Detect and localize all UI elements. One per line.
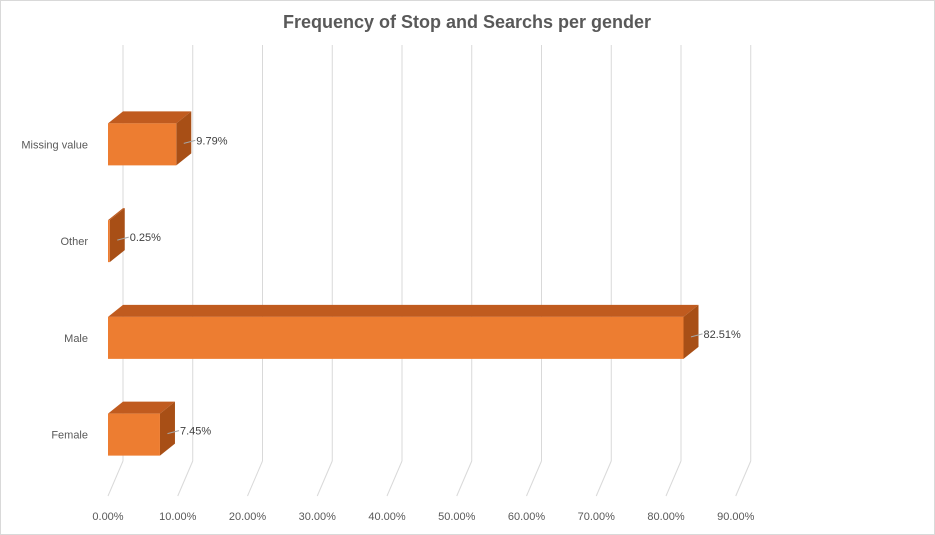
x-tick-label: 40.00%: [368, 511, 406, 523]
category-labels: Female Male Other Missing value: [21, 139, 88, 441]
floor-gridline: [526, 460, 542, 497]
bars: [108, 111, 699, 456]
chart-title: Frequency of Stop and Searchs per gender: [283, 12, 651, 32]
category-label: Female: [51, 430, 88, 442]
data-label: 7.45%: [180, 426, 211, 438]
x-tick-label: 30.00%: [299, 511, 337, 523]
bar-front-face: [108, 220, 110, 263]
floor-gridline: [177, 460, 194, 497]
floor-gridline: [386, 460, 403, 497]
bar-male: [108, 304, 699, 359]
bar-top-face: [108, 111, 192, 124]
x-tick-label: 90.00%: [717, 511, 755, 523]
bar-missing-value: [108, 111, 192, 166]
floor-gridline: [665, 460, 682, 497]
x-tick-label: 50.00%: [438, 511, 476, 523]
bar-front-face: [108, 413, 160, 456]
data-label-leader: [117, 236, 129, 241]
bar-top-face: [108, 401, 175, 414]
floor-gridline: [456, 460, 473, 497]
data-label: 9.79%: [196, 135, 227, 147]
floor-gridline: [247, 460, 263, 497]
x-axis-ticks: 0.00% 10.00% 20.00% 30.00% 40.00% 50.00% 60.00…: [92, 511, 754, 523]
category-label: Missing value: [21, 139, 88, 151]
data-label: 82.51%: [704, 329, 742, 341]
bar-side-face: [159, 401, 175, 456]
x-tick-label: 60.00%: [508, 511, 546, 523]
data-label-leader: [183, 139, 196, 144]
data-label: 0.25%: [130, 232, 161, 244]
x-tick-label: 10.00%: [159, 511, 197, 523]
x-tick-label: 20.00%: [229, 511, 267, 523]
bar-side-face: [176, 111, 192, 166]
bar-top-face: [108, 208, 125, 221]
bar-side-face: [109, 208, 125, 263]
x-tick-label: 0.00%: [92, 511, 123, 523]
floor-gridline: [316, 460, 333, 497]
category-label: Other: [60, 236, 88, 248]
data-label-leader: [167, 430, 180, 435]
bar-front-face: [108, 316, 684, 359]
data-labels: 7.45% 82.51% 0.25% 9.79%: [117, 135, 742, 438]
x-tick-label: 80.00%: [647, 511, 685, 523]
bar-side-face: [683, 304, 699, 359]
floor-gridline: [595, 460, 612, 497]
bar-top-face: [108, 304, 699, 317]
floor-gridline: [735, 460, 752, 497]
bar-front-face: [108, 123, 177, 166]
bar-female: [108, 401, 175, 456]
category-label: Male: [64, 333, 88, 345]
x-tick-label: 70.00%: [578, 511, 616, 523]
floor-gridline: [107, 460, 124, 497]
data-label-leader: [690, 333, 703, 338]
bar-other: [108, 208, 125, 263]
